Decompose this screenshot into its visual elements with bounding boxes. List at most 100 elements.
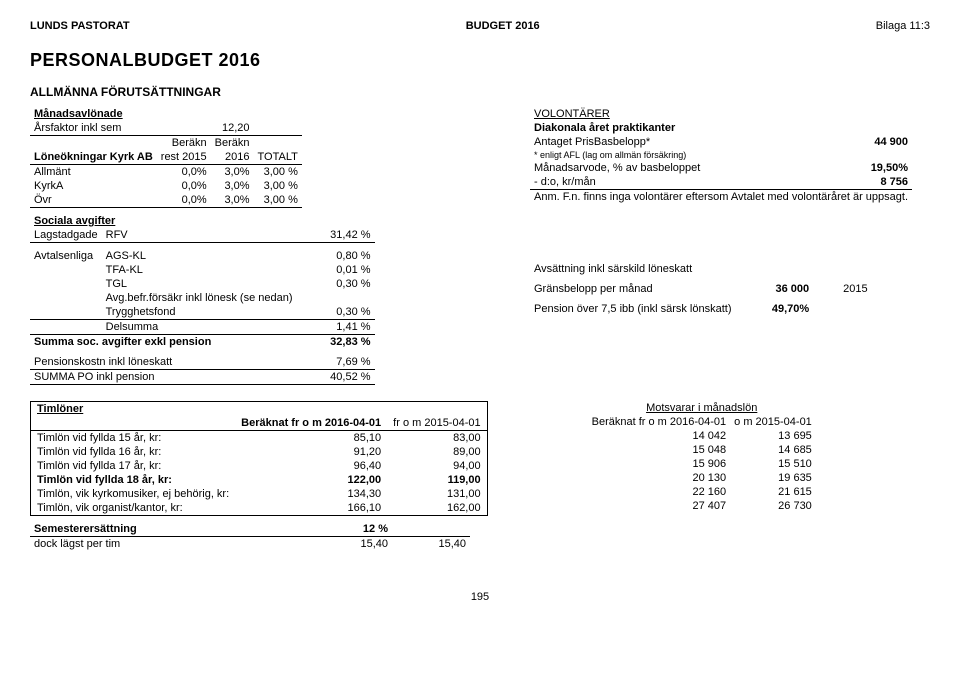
row-val: 3,00 % xyxy=(254,193,302,208)
mot-row-a: 27 407 xyxy=(588,499,731,513)
mot-row-b: 13 695 xyxy=(730,429,816,443)
row-val: 3,0% xyxy=(211,193,254,208)
line-label: Delsumma xyxy=(102,320,297,335)
subtitle: ALLMÄNNA FÖRUTSÄTTNINGAR xyxy=(30,85,930,99)
tim-row-b: 162,00 xyxy=(387,501,487,516)
timloner-table: Timlöner Beräknat fr o m 2016-04-01 fr o… xyxy=(30,401,488,516)
tim-row-label: Timlön vid fyllda 15 år, kr: xyxy=(31,431,236,446)
volont-row1-val: 19,50% xyxy=(833,161,912,175)
tim-row-label: Timlön vid fyllda 17 år, kr: xyxy=(31,459,236,473)
row-label: Allmänt xyxy=(30,165,157,180)
volont-row2-val: 8 756 xyxy=(833,175,912,190)
avsatt-line1: Avsättning inkl särskild löneskatt xyxy=(530,262,735,276)
lagstadgade-label: Lagstadgade xyxy=(30,228,102,243)
line-label: Avg.befr.försäkr inkl lönesk (se nedan) xyxy=(102,291,297,305)
grans-val: 36 000 xyxy=(735,282,813,296)
tim-row-a: 91,20 xyxy=(235,445,387,459)
line-val: 0,30 % xyxy=(297,305,375,320)
totalt-label: TOTALT xyxy=(254,150,302,165)
lagstadgade-val: 31,42 % xyxy=(297,228,375,243)
tim-row-b: 83,00 xyxy=(387,431,487,446)
header-center: BUDGET 2016 xyxy=(466,20,540,32)
tim-row-a: 134,30 xyxy=(235,487,387,501)
tim-row-a: 85,10 xyxy=(235,431,387,446)
line-val: 0,01 % xyxy=(297,263,375,277)
mot-row-a: 15 906 xyxy=(588,457,731,471)
row-label: KyrkA xyxy=(30,179,157,193)
mot-row-a: 20 130 xyxy=(588,471,731,485)
summa-label: Summa soc. avgifter exkl pension xyxy=(30,335,297,350)
line-label: Trygghetsfond xyxy=(102,305,297,320)
row-val: 3,0% xyxy=(211,165,254,180)
row-val: 3,0% xyxy=(211,179,254,193)
page-title: PERSONALBUDGET 2016 xyxy=(30,50,930,71)
dock-label: dock lägst per tim xyxy=(30,537,304,552)
pension75-val: 49,70% xyxy=(735,302,813,316)
header-left: LUNDS PASTORAT xyxy=(30,20,130,32)
berakn-col2: Beräkn xyxy=(211,136,254,151)
dock-a: 15,40 xyxy=(304,537,392,552)
avtalsenliga-label: Avtalsenliga xyxy=(30,249,102,263)
pension75-label: Pension över 7,5 ibb (inkl särsk lönskat… xyxy=(530,302,735,316)
timloner-heading: Timlöner xyxy=(31,402,236,417)
mot-row-a: 15 048 xyxy=(588,443,731,457)
tim-row-label: Timlön vid fyllda 16 år, kr: xyxy=(31,445,236,459)
grans-label: Gränsbelopp per månad xyxy=(530,282,735,296)
arsfaktor-label: Årsfaktor inkl sem xyxy=(30,121,157,136)
timloner-col1: Beräknat fr o m 2016-04-01 xyxy=(235,416,387,431)
tim-row-label: Timlön vid fyllda 18 år, kr: xyxy=(31,473,236,487)
po-val: 40,52 % xyxy=(297,370,375,385)
row-val: 3,00 % xyxy=(254,165,302,180)
sociala-heading: Sociala avgifter xyxy=(30,214,375,228)
line-label: TGL xyxy=(102,277,297,291)
volont-row2-label: - d:o, kr/mån xyxy=(530,175,833,190)
berakn-col1: Beräkn xyxy=(157,136,211,151)
monthly-heading: Månadsavlönade xyxy=(30,107,157,121)
volont-sub2: Antaget PrisBasbelopp* xyxy=(530,135,833,149)
tim-row-label: Timlön, vik organist/kantor, kr: xyxy=(31,501,236,516)
volontarer-table: VOLONTÄRER Diakonala året praktikanter A… xyxy=(530,107,912,204)
line-val: 1,41 % xyxy=(297,320,375,335)
grans-year: 2015 xyxy=(813,282,871,296)
arsfaktor-value: 12,20 xyxy=(211,121,254,136)
mot-row-a: 22 160 xyxy=(588,485,731,499)
mot-row-a: 14 042 xyxy=(588,429,731,443)
row-val: 3,00 % xyxy=(254,179,302,193)
monthly-salary-table: Månadsavlönade Årsfaktor inkl sem 12,20 … xyxy=(30,107,302,208)
line-label: AGS-KL xyxy=(102,249,297,263)
line-val xyxy=(297,291,375,305)
semester-label: Semesterersättning xyxy=(30,522,304,537)
page-number: 195 xyxy=(30,591,930,603)
pension-val: 7,69 % xyxy=(297,355,375,370)
lagstadgade-src: RFV xyxy=(102,228,297,243)
rest2015-label: rest 2015 xyxy=(157,150,211,165)
tim-row-a: 122,00 xyxy=(235,473,387,487)
basbelopp: 44 900 xyxy=(833,135,912,149)
semester-val: 12 % xyxy=(304,522,392,537)
semester-table: Semesterersättning 12 % dock lägst per t… xyxy=(30,522,470,551)
motsvarar-col2: o m 2015-04-01 xyxy=(730,415,816,429)
volont-anm: Anm. F.n. finns inga volontärer eftersom… xyxy=(530,190,912,205)
summa-val: 32,83 % xyxy=(297,335,375,350)
tim-row-b: 89,00 xyxy=(387,445,487,459)
motsvarar-table: Motsvarar i månadslön Beräknat fr o m 20… xyxy=(588,401,816,513)
mot-row-b: 21 615 xyxy=(730,485,816,499)
motsvarar-heading: Motsvarar i månadslön xyxy=(588,401,816,415)
tim-row-a: 166,10 xyxy=(235,501,387,516)
mot-row-b: 14 685 xyxy=(730,443,816,457)
po-label: SUMMA PO inkl pension xyxy=(30,370,297,385)
timloner-col2: fr o m 2015-04-01 xyxy=(387,416,487,431)
row-val: 0,0% xyxy=(157,179,211,193)
tim-row-b: 131,00 xyxy=(387,487,487,501)
pension-label: Pensionskostn inkl löneskatt xyxy=(30,355,297,370)
line-val: 0,30 % xyxy=(297,277,375,291)
volont-row1-label: Månadsarvode, % av basbeloppet xyxy=(530,161,833,175)
page-header: LUNDS PASTORAT BUDGET 2016 Bilaga 11:3 xyxy=(30,20,930,32)
line-val: 0,80 % xyxy=(297,249,375,263)
tim-row-b: 94,00 xyxy=(387,459,487,473)
sociala-avgifter-table: Sociala avgifter Lagstadgade RFV 31,42 %… xyxy=(30,214,375,385)
line-label: TFA-KL xyxy=(102,263,297,277)
mot-row-b: 26 730 xyxy=(730,499,816,513)
tim-row-b: 119,00 xyxy=(387,473,487,487)
mot-row-b: 15 510 xyxy=(730,457,816,471)
